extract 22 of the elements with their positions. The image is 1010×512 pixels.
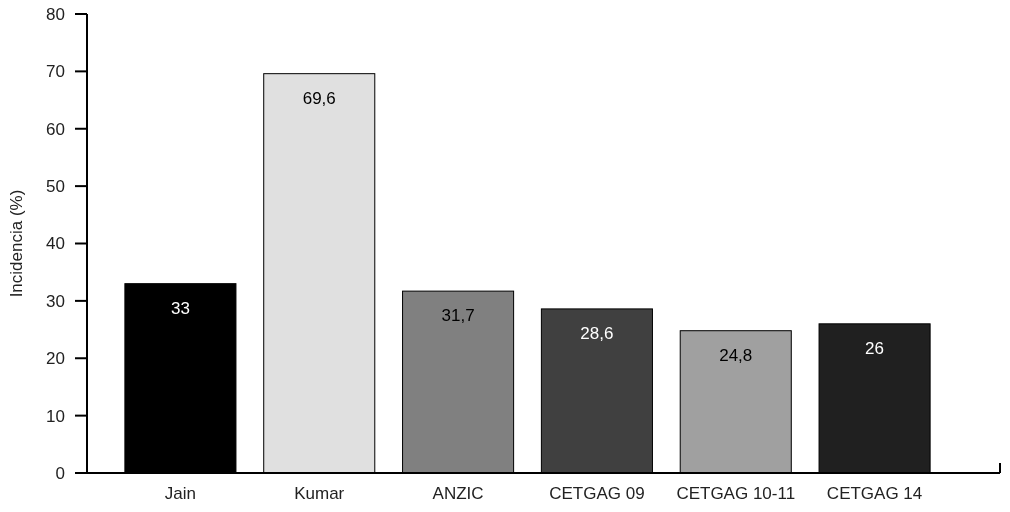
y-tick-label: 60 bbox=[46, 119, 65, 139]
x-tick-label: CETGAG 09 bbox=[549, 484, 645, 503]
y-tick-label: 70 bbox=[46, 62, 65, 82]
data-label: 26 bbox=[865, 338, 885, 358]
y-tick-label: 40 bbox=[46, 234, 65, 254]
y-tick-label: 10 bbox=[46, 406, 65, 426]
y-tick-label: 80 bbox=[46, 4, 65, 24]
x-tick-label: CETGAG 14 bbox=[826, 484, 923, 503]
x-tick-label: Jain bbox=[164, 484, 197, 503]
data-label: 24,8 bbox=[719, 345, 753, 365]
data-label: 28,6 bbox=[580, 323, 614, 343]
data-label: 33 bbox=[170, 298, 190, 318]
x-tick-label: Kumar bbox=[294, 484, 345, 503]
data-label: 31,7 bbox=[441, 306, 475, 326]
y-tick-label: 30 bbox=[46, 291, 65, 311]
x-tick-label: CETGAG 10-11 bbox=[676, 484, 796, 503]
y-axis-title: Incidencia (%) bbox=[7, 189, 26, 298]
y-tick-label: 50 bbox=[46, 177, 65, 197]
y-tick-label: 0 bbox=[55, 463, 65, 483]
x-tick-label: ANZIC bbox=[432, 484, 484, 503]
data-label: 69,6 bbox=[302, 88, 336, 108]
y-tick-label: 20 bbox=[46, 349, 65, 369]
